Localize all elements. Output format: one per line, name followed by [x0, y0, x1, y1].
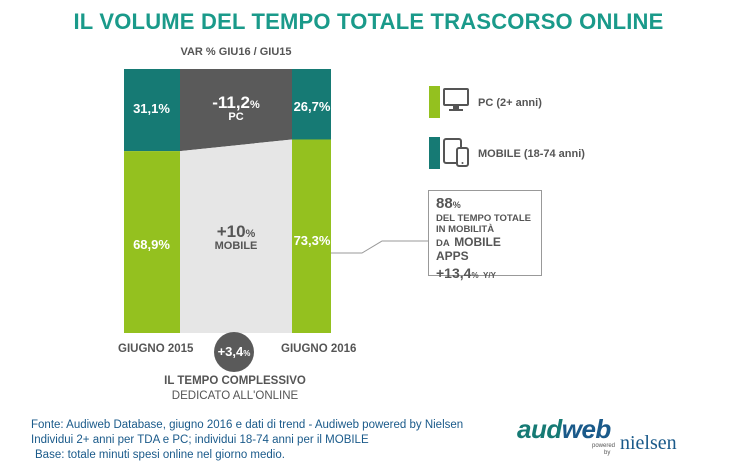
mobile-variation-value: +10%: [216, 222, 256, 241]
bar-2015-pc: [124, 69, 180, 152]
callout-line1: DEL TEMPO TOTALE: [436, 213, 532, 224]
callout-growth: +13,4% Y/Y: [436, 265, 496, 281]
pc-variation-value: -11,2%: [212, 93, 260, 112]
footer-base-line: Base: totale minuti spesi online nel gio…: [35, 449, 285, 461]
audiweb-logo: audweb: [517, 414, 611, 444]
footer-source-line2: Individui 2+ anni per TDA e PC; individu…: [31, 434, 369, 446]
mobile-variation-label: MOBILE: [214, 240, 258, 252]
nielsen-logo: nielsen: [620, 432, 677, 454]
monitor-icon: [443, 88, 469, 111]
callout-connector: [331, 240, 428, 254]
category-label-2016: GIUGNO 2016: [281, 343, 357, 355]
pc-variation-label: PC: [228, 111, 244, 123]
total-label-line2: DEDICATO ALL'ONLINE: [171, 390, 299, 402]
page-title: IL VOLUME DEL TEMPO TOTALE TRASCORSO ONL…: [73, 9, 664, 34]
callout-line3: DA MOBILE APPS: [436, 235, 501, 263]
bar-2016-pc: [292, 69, 331, 140]
callout-line2: IN MOBILITÀ: [436, 224, 495, 235]
total-growth-circle: [214, 332, 254, 372]
data-label-2016-pc: 26,7%: [293, 99, 331, 114]
legend-label-pc: PC (2+ anni): [478, 97, 542, 109]
logo-by: by: [604, 450, 611, 456]
tablet-phone-icon: [443, 138, 469, 167]
mobile-variation-shape: [180, 139, 292, 333]
bar-2015-mobile: [124, 151, 180, 333]
variation-label: VAR % GIU16 / GIU15: [180, 46, 292, 58]
category-label-2015: GIUGNO 2015: [118, 343, 194, 355]
total-label-line1: IL TEMPO COMPLESSIVO: [164, 375, 306, 387]
legend-swatch-pc: [429, 86, 440, 118]
data-label-2015-pc: 31,1%: [133, 101, 170, 116]
footer-source-line1: Fonte: Audiweb Database, giugno 2016 e d…: [31, 419, 464, 431]
total-growth-value: +3,4%: [217, 344, 251, 359]
data-label-2016-mobile: 73,3%: [293, 233, 331, 248]
legend-swatch-mobile: [429, 137, 440, 169]
pc-variation-shape: [180, 69, 292, 152]
bar-2016-mobile: [292, 139, 331, 333]
chart-svg: [124, 69, 428, 372]
logo-powered: powered: [592, 443, 616, 449]
data-label-2015-mobile: 68,9%: [133, 237, 170, 252]
legend-label-mobile: MOBILE (18-74 anni): [478, 148, 585, 160]
mobile-apps-callout: 88% DEL TEMPO TOTALE IN MOBILITÀ DA MOBI…: [428, 190, 542, 281]
callout-percentage: 88%: [436, 195, 461, 212]
